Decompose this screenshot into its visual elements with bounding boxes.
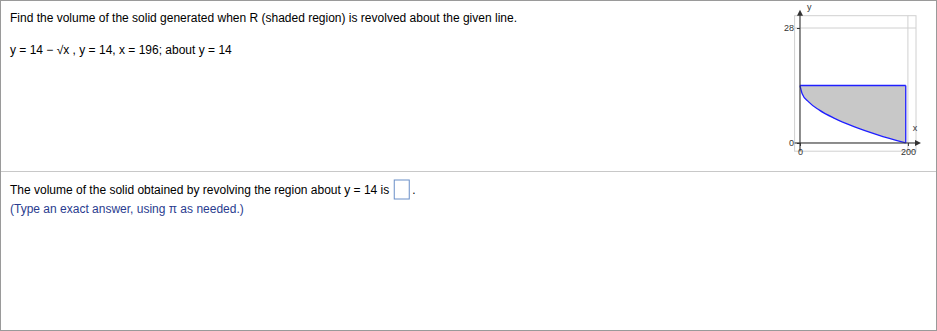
answer-input[interactable]: [394, 180, 409, 199]
x-axis: 0 200: [795, 143, 916, 157]
grid-line-y: [795, 28, 916, 29]
y-axis-arrow: [797, 10, 803, 16]
x-axis-domain: [795, 143, 916, 146]
y-tick-label: 0: [789, 138, 794, 148]
x-tick-mark: [908, 143, 909, 146]
x-axis-label: x: [913, 123, 918, 133]
x-tick: 200: [901, 143, 916, 157]
boundary-line: [800, 85, 906, 86]
x-tick: 0: [798, 143, 803, 157]
y-tick: 0: [789, 138, 800, 148]
x-tick-label: 200: [901, 147, 916, 157]
chart: 0 200 0 28 x y: [784, 2, 921, 158]
answer-prompt: The volume of the solid obtained by revo…: [10, 183, 389, 197]
boundary-line: [800, 86, 906, 143]
y-tick-mark: [797, 143, 800, 144]
x-axis-line: [795, 142, 919, 143]
x-tick-mark: [800, 143, 801, 146]
equation: y = 14 − √x , y = 14, x = 196; about y =…: [10, 43, 232, 57]
y-axis-domain: [797, 16, 801, 152]
page: Find the volume of the solid generated w…: [0, 0, 937, 331]
plot-frame: [795, 16, 916, 152]
x-tick-label: 0: [798, 147, 803, 157]
instruction: Find the volume of the solid generated w…: [10, 11, 517, 25]
x-axis-arrow: [915, 140, 921, 146]
hint: (Type an exact answer, using π as needed…: [10, 202, 244, 216]
y-axis: 0 28: [784, 16, 801, 152]
grid-line-x: [907, 16, 908, 152]
y-tick: 28: [784, 23, 800, 33]
boundary-line: [905, 86, 906, 143]
y-axis-line: [799, 13, 800, 152]
y-axis-label: y: [807, 2, 812, 12]
y-tick-mark: [797, 28, 800, 29]
plot-area: [800, 86, 906, 143]
answer-period: .: [412, 183, 415, 197]
divider: [1, 171, 936, 172]
y-tick-label: 28: [784, 23, 794, 33]
page-border: [1, 1, 937, 331]
shaded-region: [800, 86, 906, 143]
